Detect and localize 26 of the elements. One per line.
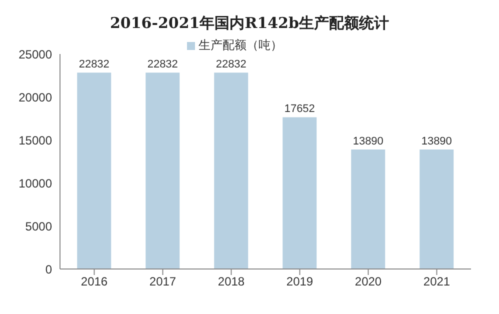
data-label: 13890 xyxy=(421,136,452,148)
data-label: 22832 xyxy=(147,58,178,71)
data-label: 13890 xyxy=(352,136,384,148)
data-label: 17652 xyxy=(284,103,315,116)
bar xyxy=(420,150,454,269)
y-tick-label: 15000 xyxy=(18,133,52,148)
y-tick-label: 20000 xyxy=(18,90,52,104)
legend-label: 生产配额（吨） xyxy=(198,38,282,52)
bar xyxy=(77,72,112,269)
x-tick-label: 2019 xyxy=(286,274,314,289)
bar xyxy=(214,72,248,269)
chart-title: 2016-2021年国内R142b生产配额统计 xyxy=(109,13,390,33)
y-tick-label: 0 xyxy=(45,262,52,276)
x-tick-label: 2017 xyxy=(149,274,176,289)
data-label: 22832 xyxy=(216,58,246,71)
x-tick-label: 2020 xyxy=(354,274,382,289)
bar xyxy=(282,117,317,269)
y-tick-label: 25000 xyxy=(18,47,52,62)
y-tick-label: 5000 xyxy=(25,219,52,234)
data-label: 22832 xyxy=(78,58,110,71)
x-tick-label: 2018 xyxy=(218,274,245,289)
y-tick-label: 10000 xyxy=(18,176,52,190)
bar xyxy=(351,150,386,269)
x-tick-label: 2021 xyxy=(423,274,450,289)
x-tick-label: 2016 xyxy=(80,274,108,289)
bar xyxy=(146,72,180,269)
